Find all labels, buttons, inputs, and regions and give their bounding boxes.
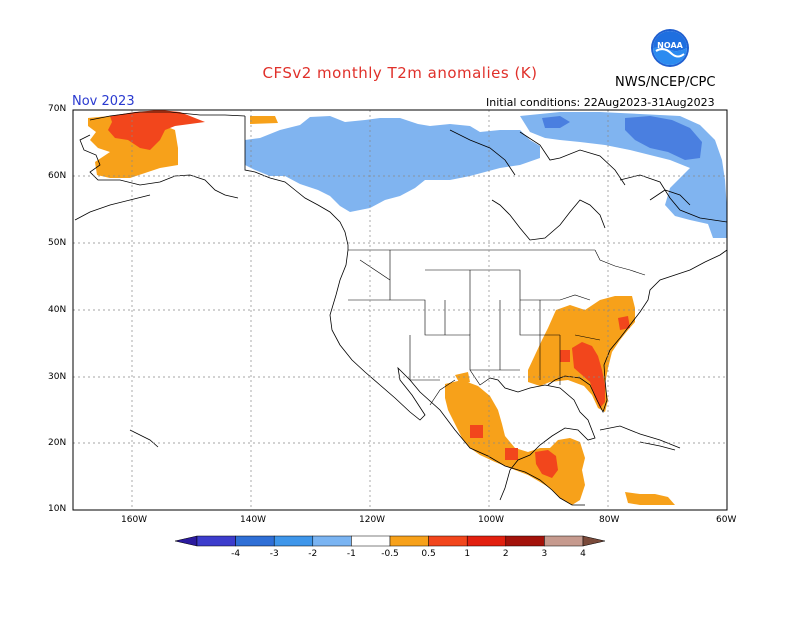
- forecast-month: Nov 2023: [72, 94, 135, 109]
- colorbar-tick-label: -1: [347, 549, 356, 559]
- graticule: [73, 110, 727, 510]
- colorbar-tick-label: -0.5: [381, 549, 399, 559]
- state-borders: [348, 249, 646, 406]
- colorbar-tick-label: 1: [464, 549, 470, 559]
- colorbar-swatch: [235, 535, 275, 547]
- colorbar-swatch: [505, 535, 545, 547]
- lon-label-60w: 60W: [716, 515, 737, 525]
- colorbar-tick-label: -3: [270, 549, 279, 559]
- lat-label-60n: 60N: [48, 171, 67, 181]
- colorbar-tick-label: 4: [580, 549, 586, 559]
- colorbar-swatch: [544, 535, 584, 547]
- lat-label-20n: 20N: [48, 438, 67, 448]
- lon-label-100w: 100W: [478, 515, 505, 525]
- colorbar-tick-label: 3: [542, 549, 548, 559]
- lon-label-80w: 80W: [599, 515, 620, 525]
- lat-label-40n: 40N: [48, 305, 67, 315]
- initial-conditions: Initial conditions: 22Aug2023-31Aug2023: [486, 96, 715, 109]
- noaa-logo: NOAA: [651, 29, 689, 67]
- colorbar-swatch: [389, 535, 429, 547]
- map-title: CFSv2 monthly T2m anomalies (K): [262, 64, 538, 82]
- colorbar-tick-label: -2: [308, 549, 317, 559]
- colorbar-tick-label: -4: [231, 549, 240, 559]
- colorbar-arrow-low: [174, 535, 198, 547]
- colorbar-swatch: [312, 535, 352, 547]
- lon-label-140w: 140W: [240, 515, 267, 525]
- agency-label: NWS/NCEP/CPC: [615, 75, 716, 90]
- colorbar-tick-label: 0.5: [421, 549, 435, 559]
- lat-label-30n: 30N: [48, 372, 67, 382]
- colorbar-swatch: [466, 535, 507, 547]
- colorbar-arrow-high: [582, 535, 606, 547]
- colorbar-swatch: [273, 535, 314, 547]
- lat-label-50n: 50N: [48, 238, 67, 248]
- coastlines: [74, 111, 728, 506]
- lat-label-10n: 10N: [48, 504, 67, 514]
- lon-label-120w: 120W: [359, 515, 386, 525]
- lon-label-160w: 160W: [121, 515, 148, 525]
- colorbar-swatch: [351, 535, 391, 547]
- logo-text: NOAA: [657, 41, 683, 50]
- lat-label-70n: 70N: [48, 104, 67, 114]
- colorbar-tick-label: 2: [503, 549, 509, 559]
- colorbar-swatch: [428, 535, 468, 547]
- cold-anomaly-regions-mid: [542, 116, 702, 160]
- colorbar-swatch: [196, 535, 236, 547]
